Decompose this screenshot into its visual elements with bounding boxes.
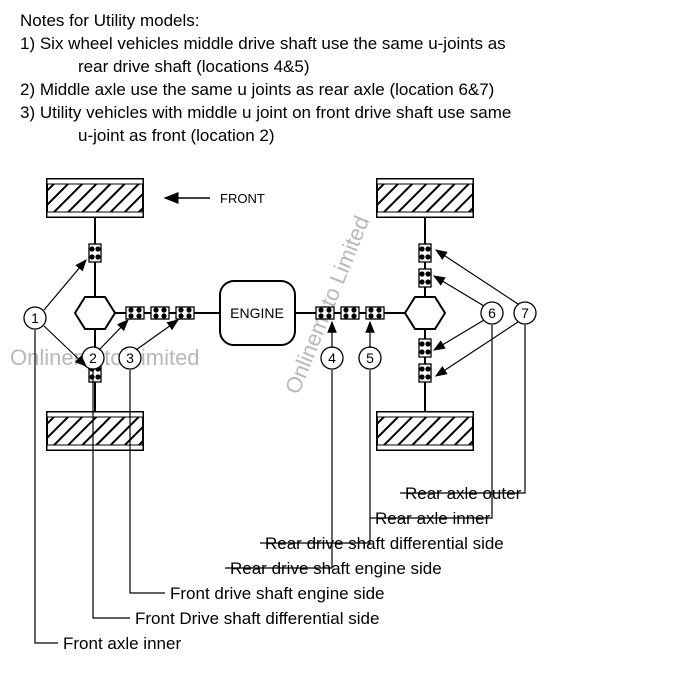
label-front-ds-eng: Front drive shaft engine side [170, 584, 385, 603]
notes-line1b: rear drive shaft (locations 4&5) [20, 56, 685, 79]
notes-title: Notes for Utility models: [20, 10, 685, 33]
callout-number: 2 [89, 350, 97, 366]
label-rear-ds-eng: Rear drive shaft engine side [230, 559, 442, 578]
engine-label: ENGINE [230, 305, 284, 321]
label-rear-axle-outer: Rear axle outer [405, 484, 522, 503]
notes-line3b: u-joint as front (location 2) [20, 125, 685, 148]
callout-number: 4 [328, 350, 336, 366]
label-rear-axle-inner: Rear axle inner [375, 509, 491, 528]
callout-number: 7 [521, 305, 529, 321]
notes-line2: 2) Middle axle use the same u joints as … [20, 79, 685, 102]
notes-line3a: 3) Utility vehicles with middle u joint … [20, 102, 685, 125]
label-front-axle-inner: Front axle inner [63, 634, 181, 653]
front-label: FRONT [220, 191, 265, 206]
callout-number: 3 [126, 350, 134, 366]
drivetrain-diagram: ENGINE FRONT 1 2 3 4 5 6 7 [0, 158, 700, 698]
notes-line1a: 1) Six wheel vehicles middle drive shaft… [20, 33, 685, 56]
label-front-ds-diff: Front Drive shaft differential side [135, 609, 379, 628]
callout-number: 6 [488, 305, 496, 321]
notes-block: Notes for Utility models: 1) Six wheel v… [0, 0, 700, 153]
callout-number: 5 [366, 350, 374, 366]
callout-number: 1 [31, 310, 39, 326]
label-rear-ds-diff: Rear drive shaft differential side [265, 534, 504, 553]
